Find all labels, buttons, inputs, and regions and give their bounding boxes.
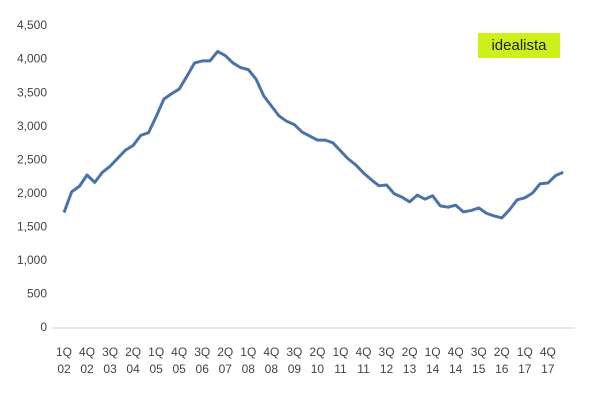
y-tick-label: 0: [40, 320, 47, 334]
x-tick-label: 4Q 05: [171, 345, 188, 376]
data-line: [62, 50, 564, 220]
y-tick-label: 1,500: [17, 220, 47, 234]
x-tick-label: 4Q 08: [263, 345, 280, 376]
x-tick-label: 2Q 04: [125, 345, 142, 376]
x-tick-label: 3Q 03: [102, 345, 119, 376]
y-tick-label: 3,000: [17, 119, 47, 133]
x-tick-label: 4Q 14: [447, 345, 464, 376]
x-tick-label: 4Q 02: [79, 345, 96, 376]
x-tick-label: 1Q 05: [148, 345, 165, 376]
x-tick-label: 1Q 08: [240, 345, 257, 376]
x-tick-label: 1Q 02: [55, 345, 72, 376]
x-tick-label: 4Q 17: [539, 345, 556, 376]
y-tick-label: 4,000: [17, 52, 47, 66]
y-tick-label: 1,000: [17, 253, 47, 267]
x-tick-label: 4Q 11: [355, 345, 372, 376]
x-tick-label: 3Q 12: [378, 345, 395, 376]
x-tick-label: 1Q 17: [516, 345, 533, 376]
x-tick-label: 1Q 14: [424, 345, 441, 376]
x-tick-label: 3Q 09: [286, 345, 303, 376]
x-tick-label: 3Q 15: [470, 345, 487, 376]
y-tick-label: 2,000: [17, 186, 47, 200]
x-tick-label: 3Q 06: [194, 345, 211, 376]
x-tick-label: 2Q 13: [401, 345, 418, 376]
brand-badge: idealista: [478, 33, 560, 58]
y-tick-label: 2,500: [17, 152, 47, 166]
y-tick-label: 3,500: [17, 85, 47, 99]
x-tick-label: 2Q 07: [217, 345, 234, 376]
y-tick-label: 500: [27, 287, 47, 301]
x-tick-label: 1Q 11: [332, 345, 349, 376]
y-tick-label: 4,500: [17, 18, 47, 32]
x-tick-label: 2Q 16: [493, 345, 510, 376]
x-tick-label: 2Q 10: [309, 345, 326, 376]
